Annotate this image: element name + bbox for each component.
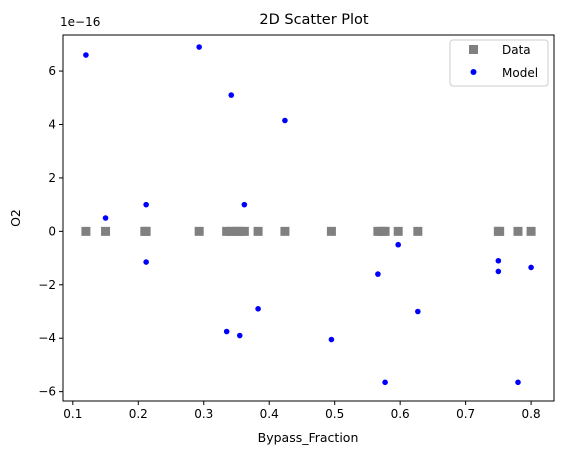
data-point-square [380, 226, 390, 236]
y-axis-scale-label: 1e−16 [60, 15, 100, 29]
model-point-circle [515, 379, 521, 386]
data-point-square [226, 226, 236, 236]
legend-model-marker [470, 69, 477, 75]
y-axis-label: O2 [8, 209, 23, 227]
model-point-circle [102, 215, 109, 221]
y-tick-label: −2 [38, 278, 56, 292]
data-point-square [239, 226, 249, 236]
data-point-square [280, 226, 290, 236]
model-point-circle [223, 328, 230, 335]
model-point-circle [375, 271, 381, 277]
model-point-circle [282, 117, 288, 124]
x-tick-label: 0.6 [391, 407, 410, 421]
y-tick-label: 6 [48, 64, 56, 78]
data-point-square [253, 226, 263, 236]
data-point-square [81, 226, 91, 236]
data-point-square [222, 226, 232, 236]
model-point-circle [236, 332, 243, 339]
model-point-circle [382, 379, 388, 386]
data-point-square [393, 226, 403, 236]
plot-area-frame [62, 34, 555, 402]
legend: Data Model [449, 39, 549, 87]
model-point-circle [228, 92, 235, 98]
model-point-circle [143, 259, 149, 265]
model-point-circle [415, 308, 421, 315]
legend-data-label: Data [502, 43, 531, 57]
data-point-square [413, 226, 423, 236]
model-point-circle [255, 306, 261, 312]
model-point-circle [495, 257, 502, 264]
y-tick-label: −6 [38, 385, 56, 399]
data-point-square [194, 226, 204, 236]
x-tick-label: 0.5 [325, 407, 344, 421]
data-point-square [235, 226, 245, 236]
x-axis-label: Bypass_Fraction [258, 430, 359, 445]
y-axis-ticks: −6 −4 −2 0 2 4 6 [38, 64, 63, 399]
y-tick-label: −4 [38, 331, 56, 345]
legend-data-marker [469, 45, 478, 54]
model-point-circle [528, 264, 534, 271]
data-point-square [101, 226, 111, 236]
x-tick-label: 0.3 [194, 407, 213, 421]
x-tick-label: 0.7 [456, 407, 475, 421]
legend-model-label: Model [502, 66, 538, 80]
model-point-circle [495, 268, 502, 275]
x-tick-label: 0.2 [129, 407, 148, 421]
model-point-circle [83, 52, 89, 58]
x-tick-label: 0.1 [63, 407, 82, 421]
model-point-circle [241, 201, 248, 208]
y-tick-label: 2 [48, 171, 56, 185]
model-point-circle [143, 201, 149, 208]
x-tick-label: 0.8 [522, 407, 541, 421]
data-point-square [526, 226, 536, 236]
model-point-circle [395, 241, 401, 248]
y-tick-label: 4 [48, 117, 56, 131]
model-point-circle [328, 336, 335, 343]
data-point-square [141, 226, 151, 236]
chart-title: 2D Scatter Plot [259, 12, 369, 28]
data-point-square [495, 226, 505, 236]
plot-marks [81, 44, 536, 386]
x-axis-ticks: 0.1 0.2 0.3 0.4 0.5 0.6 0.7 0.8 [63, 401, 541, 421]
model-point-circle [196, 44, 202, 50]
data-point-square [513, 226, 523, 236]
y-tick-label: 0 [48, 224, 56, 238]
x-tick-label: 0.4 [260, 407, 279, 421]
data-point-square [326, 226, 336, 236]
